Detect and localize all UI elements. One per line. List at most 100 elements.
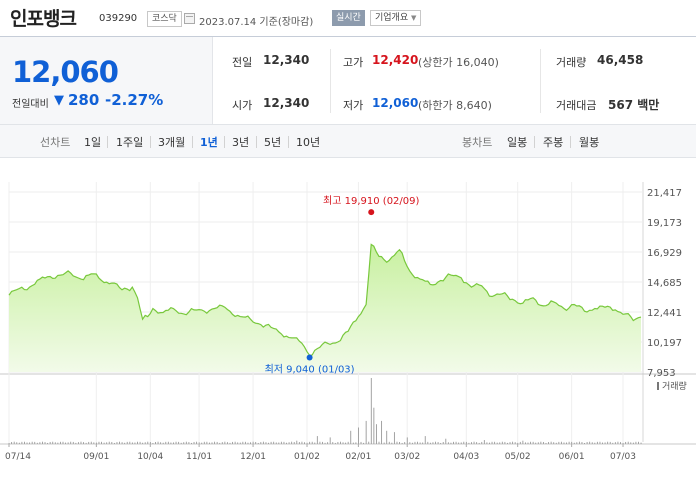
- calendar-icon: [184, 13, 195, 24]
- volume-bar: [578, 441, 580, 444]
- volume-bar: [280, 441, 282, 444]
- volume-bar: [286, 442, 287, 444]
- volume-bar: [563, 442, 565, 444]
- volume-bar: [345, 442, 347, 444]
- volume-bar: [568, 441, 570, 444]
- volume-bar: [517, 442, 519, 444]
- volume-bar: [632, 442, 634, 444]
- volume-bar: [365, 420, 367, 444]
- volume-bar: [273, 441, 275, 444]
- volume-bar: [155, 442, 156, 444]
- volume-bar: [98, 441, 100, 444]
- volume-bar: [596, 441, 598, 444]
- volume-bar: [131, 442, 133, 444]
- volume-bar: [93, 442, 95, 444]
- period-5y[interactable]: 5년: [264, 136, 282, 149]
- realtime-button[interactable]: 실시간: [332, 10, 365, 26]
- volume-bar: [149, 442, 151, 444]
- volume-bar: [183, 442, 185, 444]
- volume-bar: [486, 442, 488, 444]
- y-tick-label: 10,197: [647, 338, 682, 349]
- volume-bar: [52, 441, 54, 444]
- volume-bar: [309, 441, 311, 444]
- period-1d[interactable]: 1일: [84, 136, 102, 149]
- price-line: [8, 243, 642, 356]
- period-1w[interactable]: 1주일: [116, 136, 144, 149]
- period-3y[interactable]: 3년: [232, 136, 250, 149]
- volume-bar: [288, 442, 290, 444]
- volume-bar: [599, 441, 601, 444]
- volume-bar: [355, 442, 357, 444]
- volume-bar: [237, 442, 239, 444]
- period-1y[interactable]: 1년: [200, 136, 218, 149]
- volume-bar: [614, 442, 616, 444]
- volume-bar: [262, 441, 264, 444]
- y-tick-label: 12,441: [647, 308, 682, 319]
- prev-close-label: 전일: [232, 56, 253, 69]
- x-tick-label: 05/02: [505, 452, 531, 462]
- y-tick-label: 19,173: [647, 218, 682, 229]
- volume-bar: [375, 424, 377, 444]
- candle-weekly[interactable]: 주봉: [543, 136, 564, 149]
- volume-bar: [435, 441, 436, 444]
- volume-bar: [206, 441, 208, 444]
- volume-bar: [216, 441, 218, 444]
- volume-bar: [332, 442, 334, 444]
- volume-bar: [88, 441, 90, 444]
- volume-bar: [617, 441, 619, 444]
- period-10y[interactable]: 10년: [296, 136, 321, 149]
- volume-bar: [388, 441, 390, 444]
- price-summary: 12,060 전일대비 ▼ 280 -2.27% 전일 12,340 시가 12…: [0, 36, 696, 125]
- volume-bar: [514, 442, 516, 444]
- volume-bar: [406, 437, 408, 444]
- volume-legend-marker: [657, 382, 659, 390]
- volume-value: 46,458: [597, 53, 644, 67]
- volume-bar: [414, 441, 416, 444]
- candle-daily[interactable]: 일봉: [507, 136, 528, 149]
- volume-bar: [409, 442, 411, 444]
- volume-bar: [419, 442, 421, 444]
- volume-bar: [342, 442, 344, 444]
- high-value: 12,420: [372, 53, 419, 67]
- volume-bar: [211, 442, 213, 444]
- company-overview-button[interactable]: 기업개요 ▼: [370, 10, 422, 26]
- volume-bar: [635, 441, 637, 444]
- volume-bar: [458, 442, 460, 444]
- price-chart[interactable]: 21,417 19,173 16,929 14,685 12,441 10,197 7,95…: [0, 170, 696, 470]
- volume-bar: [329, 437, 331, 444]
- candle-monthly[interactable]: 월봉: [579, 136, 600, 149]
- volume-bar: [604, 442, 606, 444]
- low-marker: [306, 354, 313, 361]
- volume-bar: [175, 441, 177, 444]
- volume-label: 거래량: [556, 56, 587, 69]
- volume-bar: [180, 442, 182, 444]
- volume-bar: [221, 442, 223, 444]
- volume-bar: [594, 442, 596, 444]
- volume-bar: [555, 442, 557, 444]
- volume-bar: [560, 441, 562, 444]
- period-3m[interactable]: 3개월: [158, 136, 186, 149]
- volume-bar: [478, 442, 480, 444]
- volume-bar: [638, 441, 639, 444]
- volume-bar: [468, 442, 470, 444]
- volume-bar: [576, 442, 578, 444]
- volume-bar: [625, 441, 627, 444]
- volume-bar: [373, 407, 375, 444]
- x-tick-label: 07/03: [610, 452, 636, 462]
- high-marker: [368, 209, 375, 216]
- volume-bar: [442, 442, 444, 444]
- volume-bar: [602, 442, 603, 444]
- volume-bar: [507, 442, 508, 444]
- volume-bar: [36, 442, 38, 444]
- y-tick-label: 16,929: [647, 248, 682, 259]
- volume-bar: [134, 442, 136, 444]
- volume-bar: [296, 440, 298, 444]
- volume-bar: [401, 442, 403, 444]
- upper-limit: (상한가 16,040): [418, 56, 499, 69]
- volume-bar: [360, 441, 362, 444]
- volume-bar: [440, 442, 442, 444]
- volume-bar: [422, 442, 424, 444]
- volume-bar: [160, 442, 162, 444]
- volume-bar: [298, 442, 300, 444]
- current-price: 12,060: [12, 55, 119, 89]
